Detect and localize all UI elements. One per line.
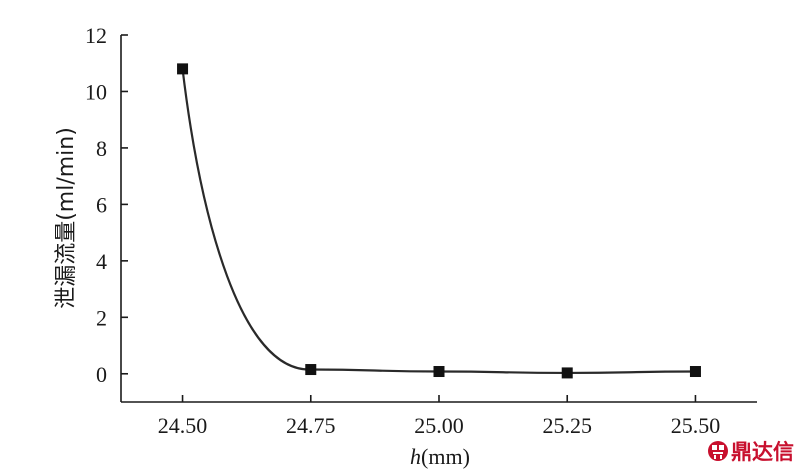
data-point-2 xyxy=(433,366,445,378)
dingdaxin-logo-icon xyxy=(708,441,728,461)
y-ticks: 0 2 4 6 8 10 12 xyxy=(85,23,128,387)
x-tick-label-1: 24.75 xyxy=(286,413,336,438)
y-tick-label-12: 12 xyxy=(85,23,107,48)
watermark-text: 鼎达信 xyxy=(731,440,794,464)
data-point-4 xyxy=(689,366,701,378)
y-axis-label: 泄漏流量(ml/min) xyxy=(54,127,79,309)
x-axis-label: h(mm) xyxy=(410,444,470,469)
x-axis-label-unit: (mm) xyxy=(421,444,470,469)
x-tick-label-3: 25.25 xyxy=(542,413,592,438)
data-point-3 xyxy=(561,367,573,379)
x-axis-label-symbol: h xyxy=(410,444,421,469)
y-tick-label-0: 0 xyxy=(96,362,107,387)
x-tick-label-0: 24.50 xyxy=(158,413,208,438)
axes xyxy=(120,35,757,403)
y-tick-label-4: 4 xyxy=(96,249,107,274)
x-tick-label-4: 25.50 xyxy=(671,413,721,438)
y-tick-label-8: 8 xyxy=(96,136,107,161)
data-point-1 xyxy=(305,364,317,376)
watermark: 鼎达信 xyxy=(708,440,794,464)
x-ticks: 24.50 24.75 25.00 25.25 25.50 xyxy=(158,395,720,438)
x-tick-label-2: 25.00 xyxy=(414,413,464,438)
series-line xyxy=(181,68,696,375)
y-tick-label-2: 2 xyxy=(96,305,107,330)
data-point-0 xyxy=(177,63,189,75)
y-tick-label-10: 10 xyxy=(85,79,107,104)
y-tick-label-6: 6 xyxy=(96,192,107,217)
data-markers xyxy=(177,63,701,379)
